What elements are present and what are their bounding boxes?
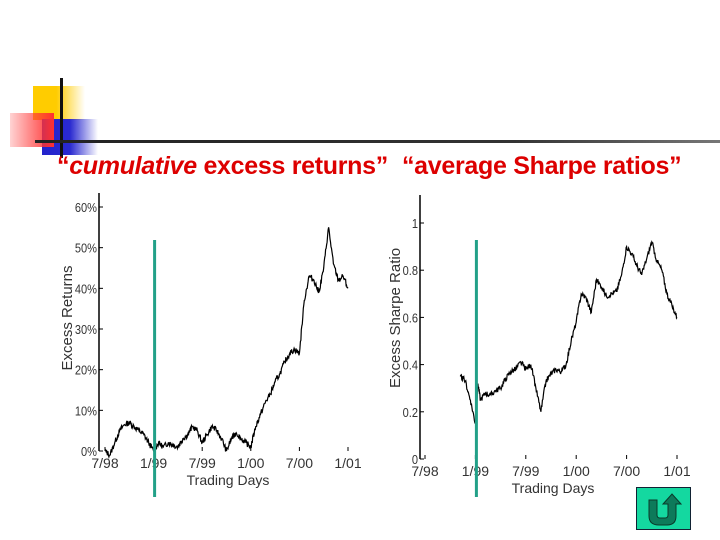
y-tick-label: 1: [412, 216, 418, 231]
y-axis-label: Excess Sharpe Ratio: [387, 248, 404, 388]
y-tick-label: 30%: [75, 322, 97, 337]
title-underline-rule: [35, 140, 720, 143]
series-line: [104, 227, 349, 459]
return-nav-button[interactable]: [636, 487, 691, 530]
x-tick-label: 7/00: [286, 455, 313, 471]
y-axis-label: Excess Returns: [59, 265, 76, 370]
title-right: “average Sharpe ratios”: [401, 152, 682, 180]
x-tick-label: 7/98: [411, 463, 438, 479]
y-tick-label: 0.8: [403, 263, 419, 278]
x-tick-label: 1/01: [663, 463, 690, 479]
title-left-italic: cumulative: [69, 152, 197, 180]
x-tick-label: 7/98: [91, 455, 118, 471]
x-axis-label: Trading Days: [187, 472, 270, 488]
y-tick-label: 0.2: [403, 405, 419, 420]
y-tick-label: 60%: [75, 200, 97, 215]
x-tick-label: 1/00: [237, 455, 264, 471]
x-tick-label: 7/99: [512, 463, 539, 479]
x-tick-label: 1/00: [563, 463, 590, 479]
y-tick-label: 0.6: [403, 311, 419, 326]
y-tick-label: 10%: [75, 403, 97, 418]
u-turn-return-arrow-icon: [648, 493, 683, 526]
y-tick-label: 20%: [75, 363, 97, 378]
x-tick-label: 1/01: [334, 455, 361, 471]
x-tick-label: 7/00: [613, 463, 640, 479]
y-tick-label: 0: [412, 452, 418, 467]
decor-vertical-rule: [60, 78, 63, 158]
x-axis-label: Trading Days: [512, 480, 595, 496]
y-tick-label: 0%: [81, 444, 97, 459]
y-tick-label: 0.4: [403, 358, 419, 373]
title-left-rest: excess returns”: [196, 152, 388, 180]
series-line: [459, 240, 678, 426]
title-left-quote: “: [57, 152, 70, 180]
slide-title: “cumulative excess returns” “average Shar…: [57, 152, 682, 181]
y-tick-label: 50%: [75, 241, 97, 256]
x-tick-label: 7/99: [189, 455, 216, 471]
y-tick-label: 40%: [75, 281, 97, 296]
